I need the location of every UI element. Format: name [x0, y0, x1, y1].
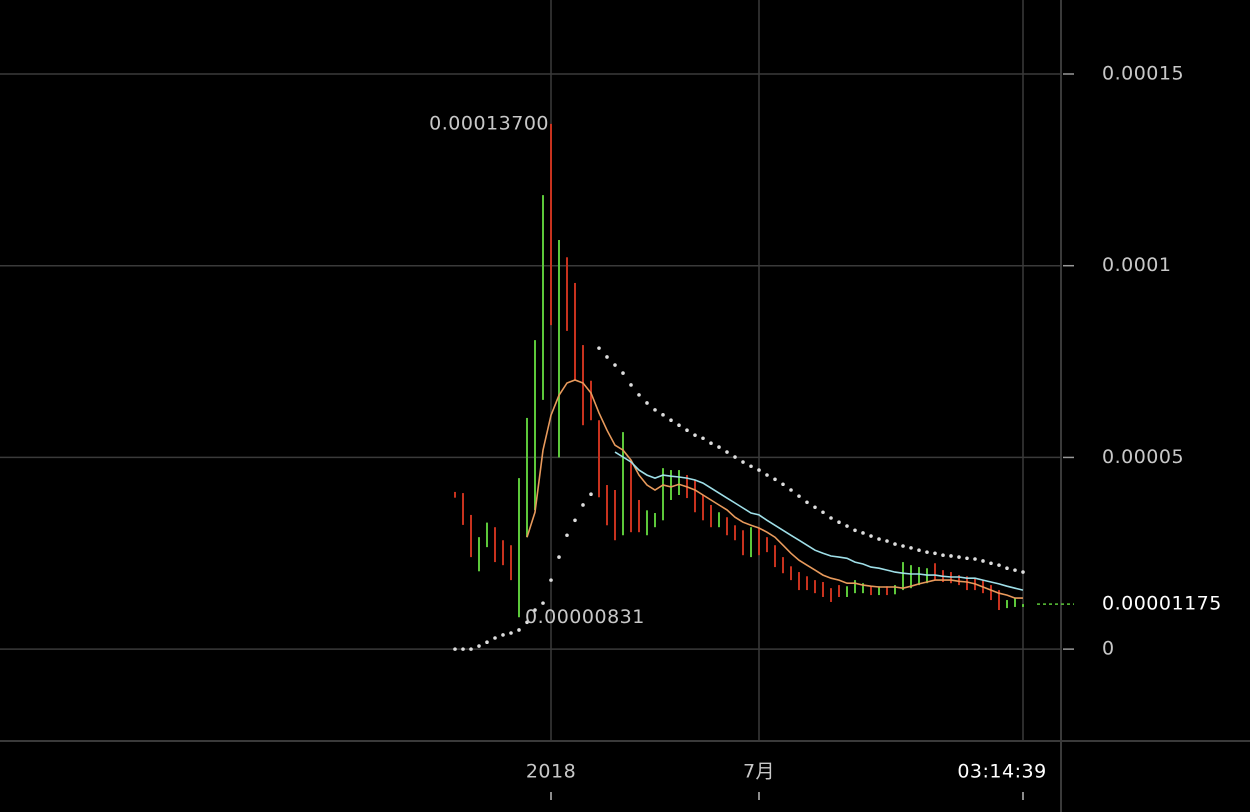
indicator-dot [765, 473, 769, 477]
y-tick-label: 0.0001 [1102, 254, 1171, 276]
indicator-dot [797, 494, 801, 498]
indicator-dot [965, 556, 969, 561]
indicator-dot [1021, 570, 1025, 574]
indicator-dot [629, 383, 633, 387]
x-tick-label: 7月 [743, 761, 775, 783]
y-tick-label: 0.00015 [1102, 63, 1184, 85]
y-tick-label: 0.00005 [1102, 446, 1184, 468]
indicator-dot [821, 510, 825, 515]
indicator-dot [909, 546, 913, 550]
indicator-line [526, 379, 1023, 599]
indicator-dot [477, 644, 481, 648]
indicator-dot [709, 441, 713, 446]
indicator-dot [925, 550, 929, 554]
indicator-dot [461, 647, 465, 651]
indicator-dot [565, 533, 569, 538]
indicator-line [614, 451, 1024, 591]
indicator-dot [829, 516, 833, 520]
indicator-dot [733, 455, 737, 459]
indicator-dot [885, 539, 889, 543]
indicator-dot [1005, 566, 1009, 571]
indicator-dot [549, 578, 553, 582]
indicator-dot [781, 482, 785, 487]
indicator-dot [653, 408, 657, 412]
indicator-dot [661, 413, 665, 417]
indicator-dot [517, 628, 521, 632]
last-price-label: 0.00001175 [1102, 593, 1222, 615]
indicator-dot [845, 524, 849, 528]
indicator-dot [973, 557, 977, 561]
indicator-dot [605, 355, 609, 359]
indicator-dot [941, 553, 945, 557]
indicator-dot [573, 518, 577, 523]
indicator-dot [893, 542, 897, 546]
indicator-dot [533, 608, 537, 612]
price-annotation: 0.00013700 [429, 112, 549, 134]
indicator-dot [749, 464, 753, 469]
x-tick-label: 03:14:39 [957, 761, 1046, 783]
indicator-dot [1013, 568, 1017, 572]
indicator-dot [677, 423, 681, 428]
indicator-dot [861, 531, 865, 535]
indicator-dot [989, 561, 993, 566]
indicator-dot [509, 631, 513, 635]
indicator-dot [773, 477, 777, 482]
indicator-dot [837, 520, 841, 525]
indicator-dot [485, 640, 489, 645]
indicator-dot [757, 468, 761, 472]
indicator-dot [933, 551, 937, 556]
indicator-dot [525, 620, 529, 625]
indicator-dot [717, 445, 721, 449]
indicator-dot [789, 488, 793, 492]
indicator-dot [725, 450, 729, 454]
indicator-dot [853, 528, 857, 533]
indicator-dot [541, 601, 545, 605]
indicator-dot [805, 500, 809, 505]
indicator-dot [877, 537, 881, 541]
indicator-dot [957, 555, 961, 559]
indicator-dot [621, 371, 625, 375]
indicator-dot [741, 460, 745, 464]
indicator-dot [669, 418, 673, 423]
indicator-dot [997, 563, 1001, 567]
indicator-dot [581, 503, 585, 507]
indicator-dot [693, 433, 697, 437]
indicator-dot [901, 544, 905, 548]
indicator-dot [813, 505, 817, 510]
indicator-dot [949, 554, 953, 558]
indicator-dot [701, 436, 705, 441]
indicator-dot [597, 346, 601, 350]
indicator-dot [637, 393, 641, 397]
indicator-dot [493, 636, 497, 640]
x-tick-label: 2018 [526, 761, 576, 783]
indicator-dot [613, 363, 617, 367]
indicator-dot [869, 534, 873, 538]
y-tick-label: 0 [1102, 638, 1115, 660]
indicator-dot [453, 647, 457, 651]
indicator-dot [981, 559, 985, 563]
indicator-dot [917, 548, 921, 553]
indicator-dot [685, 428, 689, 432]
price-annotation: 0.00000831 [525, 606, 645, 628]
indicator-dot [501, 633, 505, 637]
indicator-dot [557, 555, 561, 559]
indicator-dot [469, 647, 473, 651]
indicator-dot [589, 492, 593, 497]
indicator-dot [645, 401, 649, 405]
